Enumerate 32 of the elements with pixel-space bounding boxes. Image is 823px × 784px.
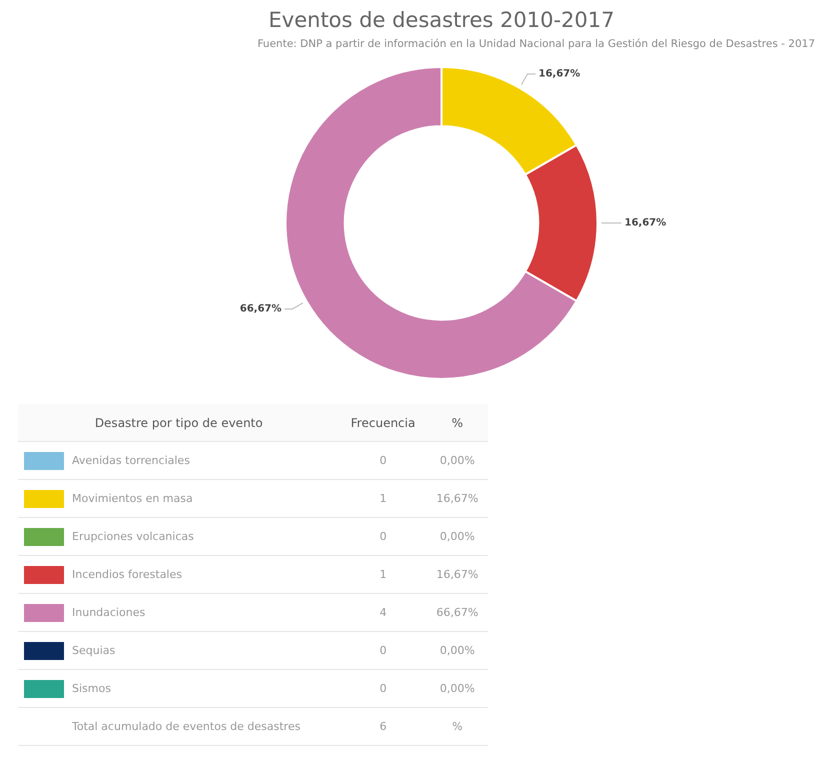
text: 0 [340, 518, 427, 556]
text: 0,00% [440, 454, 475, 467]
data-label: 66,67% [240, 304, 282, 315]
legend-label: Erupciones volcanicas [66, 518, 340, 556]
legend-label: Avenidas torrenciales [66, 442, 340, 480]
data-label: 16,67% [538, 68, 580, 80]
text: Desastre por tipo de evento [18, 404, 340, 442]
text: % [426, 404, 488, 442]
text: 0 [340, 442, 427, 480]
legend-label: Sismos [66, 670, 340, 708]
text: Total acumulado de eventos de desastres [66, 708, 340, 746]
text: 0,00% [440, 530, 475, 543]
text: 1 [340, 480, 427, 518]
text: 0 [340, 632, 427, 670]
legend-label: Sequias [66, 632, 340, 670]
text: 16,67% [436, 568, 478, 581]
data-label: 16,67% [624, 218, 666, 229]
legend-label: Movimientos en masa [66, 480, 340, 518]
legend-label: Inundaciones [66, 594, 340, 632]
text: 0,00% [440, 644, 475, 657]
text: 6 [380, 720, 387, 733]
text: 66,67% [436, 606, 478, 619]
text: 16,67% [436, 492, 478, 505]
text: 4 [340, 594, 427, 632]
legend-label: Incendios forestales [66, 556, 340, 594]
text: 0,00% [440, 682, 475, 695]
text: % [426, 708, 488, 746]
chart-title: Eventos de desastres 2010-2017 [268, 8, 616, 32]
text: Frecuencia [340, 404, 427, 442]
text: 1 [340, 556, 427, 594]
text: 0 [340, 670, 427, 708]
chart-subtitle: Fuente: DNP a partir de información en la Unidad Nacional para la Gestión del Riesgo de Desastres - 2017 [256, 38, 815, 50]
